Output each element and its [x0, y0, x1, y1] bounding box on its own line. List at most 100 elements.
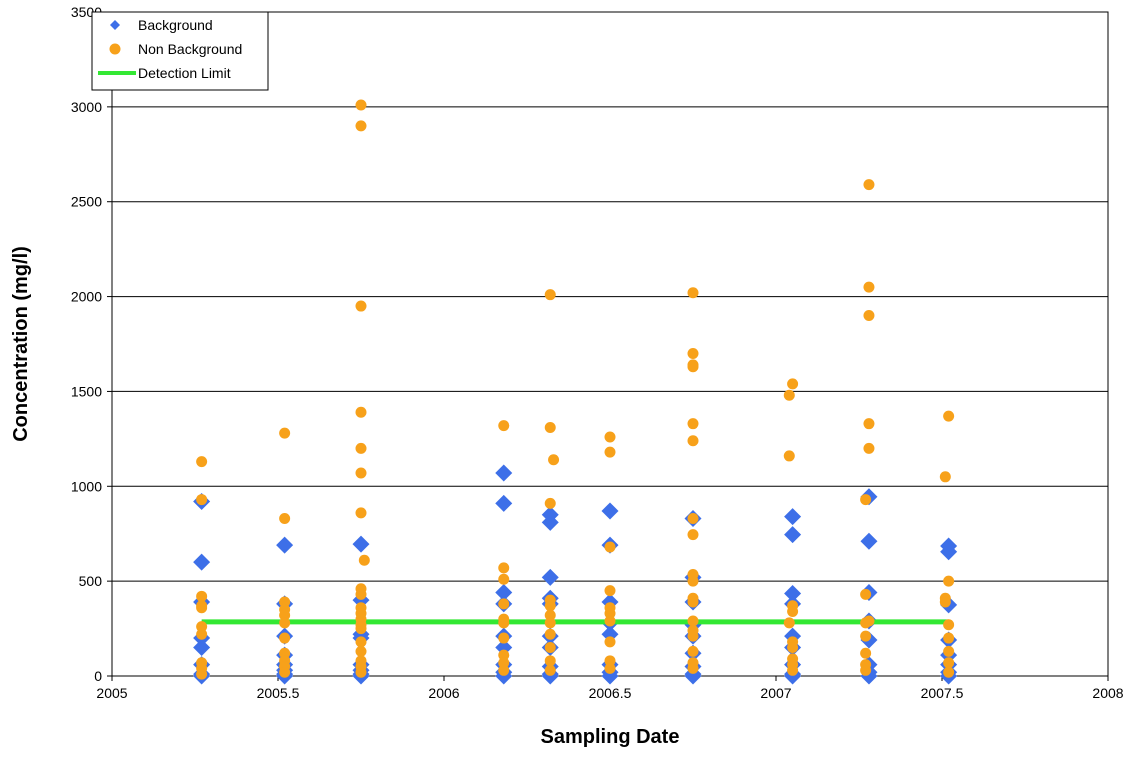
non-background-point: [687, 645, 699, 657]
non-background-point: [355, 636, 367, 648]
non-background-point: [196, 494, 208, 506]
non-background-point: [687, 596, 699, 608]
background-point: [495, 584, 513, 602]
non-background-point: [863, 418, 875, 430]
non-background-point: [355, 666, 367, 678]
non-background-point: [498, 632, 510, 644]
y-axis-title: Concentration (mg/l): [10, 246, 32, 442]
non-background-point: [943, 666, 955, 678]
non-background-point: [604, 662, 616, 674]
non-background-point: [355, 99, 367, 111]
non-background-point: [279, 632, 291, 644]
non-background-point: [604, 655, 616, 667]
non-background-point: [544, 609, 556, 621]
non-background-point: [544, 628, 556, 640]
non-background-point: [355, 442, 367, 454]
non-background-point: [355, 300, 367, 312]
non-background-point: [544, 617, 556, 629]
non-background-point: [355, 467, 367, 479]
y-tick-label: 1000: [71, 478, 102, 494]
background-point: [784, 508, 802, 526]
legend-label: Detection Limit: [138, 65, 231, 81]
non-background-point: [196, 628, 208, 640]
non-background-point: [355, 120, 367, 132]
background-point: [276, 536, 294, 554]
background-point: [940, 543, 958, 561]
non-background-point: [196, 602, 208, 614]
non-background-point: [787, 605, 799, 617]
non-background-point: [863, 310, 875, 322]
legend: Background Non Background Detection Limit: [91, 11, 269, 91]
non-background-point: [860, 664, 872, 676]
non-background-point: [498, 649, 510, 661]
legend-label: Background: [138, 17, 213, 33]
non-background-point: [604, 431, 616, 443]
non-background-point: [783, 450, 795, 462]
x-tick-label: 2006.5: [589, 685, 632, 701]
non-background-point: [863, 179, 875, 191]
background-point: [541, 513, 559, 531]
non-background-point: [544, 642, 556, 654]
background-point: [860, 532, 878, 550]
x-tick-label: 2007: [760, 685, 791, 701]
non-background-point: [196, 456, 208, 468]
non-background-point: [196, 590, 208, 602]
background-point: [495, 494, 513, 512]
data-points: [193, 99, 958, 685]
non-background-point: [939, 471, 951, 483]
non-background-point: [355, 645, 367, 657]
non-background-point: [279, 647, 291, 659]
x-axis-title: Sampling Date: [541, 726, 680, 748]
non-background-point: [548, 454, 560, 466]
legend-background-marker: [110, 20, 120, 30]
y-tick-label: 2000: [71, 289, 102, 305]
background-point: [193, 639, 211, 657]
non-background-point: [498, 420, 510, 432]
plot-area-border: [111, 11, 1109, 677]
non-background-point: [604, 446, 616, 458]
gridlines: [112, 106, 1108, 582]
x-tick-label: 2006: [428, 685, 459, 701]
non-background-point: [787, 642, 799, 654]
non-background-point: [498, 657, 510, 669]
non-background-point: [863, 442, 875, 454]
background-point: [784, 584, 802, 602]
non-background-point: [279, 596, 291, 608]
non-background-point: [943, 575, 955, 587]
non-background-point: [544, 421, 556, 433]
non-background-point: [358, 554, 370, 566]
non-background-point: [860, 494, 872, 506]
non-background-point: [939, 596, 951, 608]
x-tick-label: 2008: [1092, 685, 1123, 701]
non-background-point: [355, 406, 367, 418]
non-background-point: [787, 378, 799, 390]
non-background-point: [604, 615, 616, 627]
non-background-point: [943, 645, 955, 657]
background-point: [495, 464, 513, 482]
non-background-point: [687, 435, 699, 447]
non-background-point: [544, 600, 556, 612]
non-background-point: [943, 632, 955, 644]
non-background-point: [860, 630, 872, 642]
non-background-point: [604, 541, 616, 553]
non-background-point: [687, 630, 699, 642]
x-tick-label: 2007.5: [921, 685, 964, 701]
non-background-point: [943, 619, 955, 631]
non-background-point: [544, 497, 556, 509]
non-background-point: [687, 361, 699, 373]
non-background-point: [498, 617, 510, 629]
non-background-point: [279, 609, 291, 621]
background-point: [601, 502, 619, 520]
non-background-point: [687, 287, 699, 299]
non-background-point: [196, 621, 208, 633]
non-background-point: [783, 617, 795, 629]
non-background-point: [355, 507, 367, 519]
legend-label: Non Background: [138, 41, 242, 57]
y-tick-label: 3000: [71, 99, 102, 115]
non-background-point: [787, 664, 799, 676]
non-background-point: [604, 607, 616, 619]
non-background-point: [943, 410, 955, 422]
background-point: [784, 526, 802, 544]
